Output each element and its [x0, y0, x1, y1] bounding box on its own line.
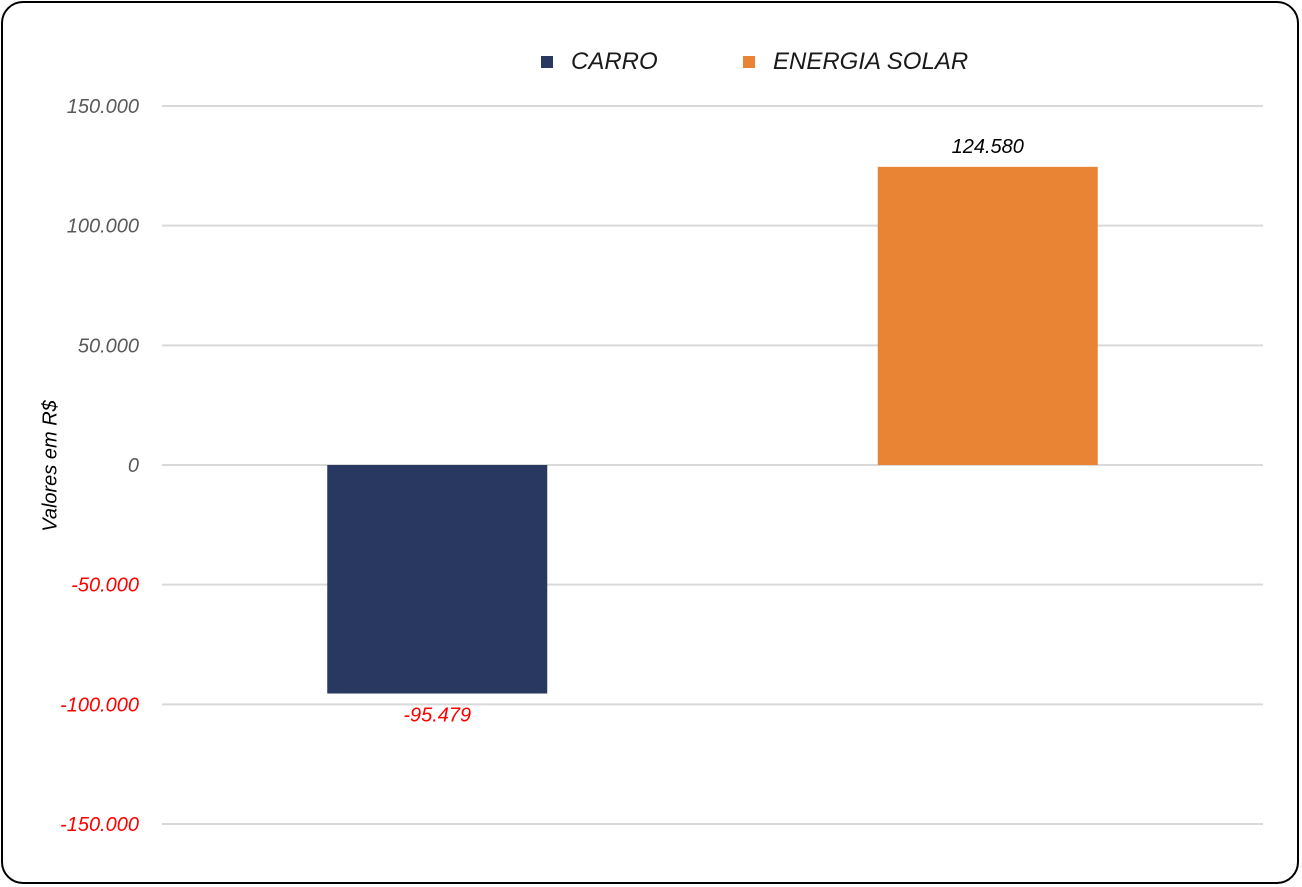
data-labels: -95.479 124.580 — [403, 136, 1024, 727]
bar-chart: 150.000 100.000 50.000 0 -50.000 -100.000 -150… — [60, 96, 1263, 836]
legend-label-carro: CARRO — [571, 48, 658, 75]
bar-energia-solar — [877, 166, 1098, 465]
y-axis-ticks: 150.000 100.000 50.000 0 -50.000 -100.000 -150… — [60, 96, 139, 836]
y-tick-label: -150.000 — [60, 814, 139, 836]
y-axis-label: Valores em R$ — [39, 400, 62, 532]
data-label-carro: -95.479 — [403, 705, 471, 727]
bars — [327, 166, 1098, 694]
legend-label-energia-solar: ENERGIA SOLAR — [773, 48, 969, 75]
legend-item-energia-solar[interactable]: ENERGIA SOLAR — [743, 47, 968, 77]
y-tick-label: -100.000 — [60, 694, 139, 716]
y-tick-label: -50.000 — [71, 575, 139, 597]
y-tick-label: 150.000 — [67, 96, 139, 118]
legend-swatch-energia-solar — [743, 56, 755, 68]
gridlines — [162, 105, 1263, 825]
legend: CARRO ENERGIA SOLAR — [3, 47, 1297, 77]
legend-item-carro[interactable]: CARRO — [541, 47, 658, 77]
legend-swatch-carro — [541, 56, 553, 68]
data-label-energia-solar: 124.580 — [952, 136, 1024, 158]
y-tick-label: 50.000 — [78, 335, 139, 357]
bar-carro — [327, 465, 548, 694]
y-tick-label: 0 — [128, 455, 139, 477]
y-tick-label: 100.000 — [67, 216, 139, 238]
